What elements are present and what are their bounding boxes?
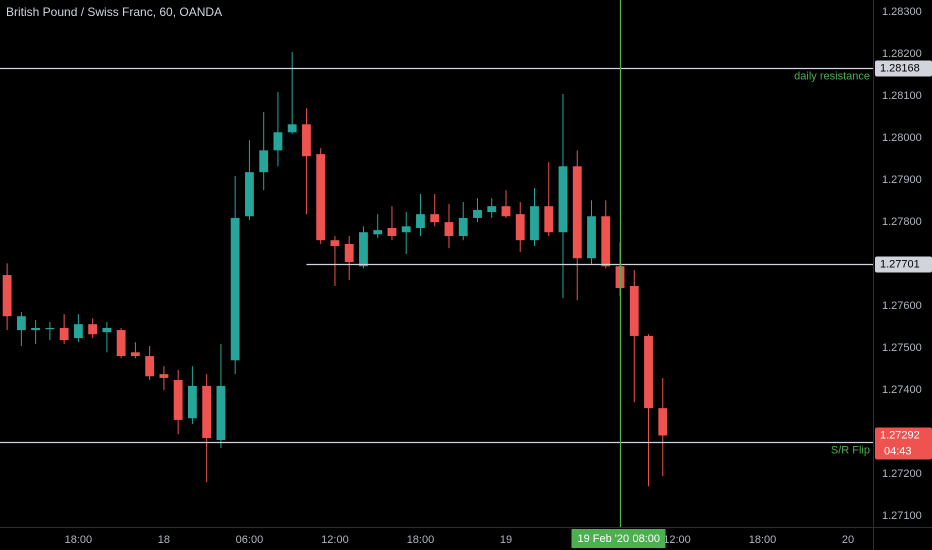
- chart-title: British Pound / Swiss Franc, 60, OANDA: [6, 5, 222, 19]
- candle-body: [430, 214, 440, 223]
- price-label-box: [875, 60, 932, 77]
- last-price-label: 1.27292: [880, 429, 920, 441]
- y-tick-label: 1.27800: [882, 216, 922, 228]
- candle-body: [130, 352, 140, 357]
- candle-body: [2, 275, 12, 317]
- y-tick-label: 1.28100: [882, 90, 922, 102]
- y-tick-label: 1.27500: [882, 342, 922, 354]
- countdown: 04:43: [884, 445, 912, 457]
- crosshair-time: 08:00: [633, 533, 661, 545]
- crosshair-label-box: [571, 529, 666, 548]
- candle-body: [216, 385, 226, 441]
- candle-body: [572, 166, 582, 259]
- y-tick-label: 1.28200: [882, 48, 922, 60]
- candle-body: [401, 226, 411, 233]
- crosshair-date: 19 Feb '20: [578, 533, 630, 545]
- y-tick-label: 1.28000: [882, 132, 922, 144]
- candle-body: [530, 206, 539, 241]
- candle-body: [487, 206, 497, 213]
- y-tick-label: 1.27200: [882, 468, 922, 480]
- candle-body: [230, 217, 240, 361]
- candle-body: [259, 150, 269, 173]
- candle-body: [59, 327, 69, 341]
- candle-body: [515, 214, 525, 241]
- candle-body: [458, 217, 468, 236]
- x-tick-label: 19: [500, 534, 512, 546]
- candle-body: [344, 243, 354, 263]
- annotation: daily resistance: [794, 70, 870, 82]
- candle-body: [273, 132, 283, 151]
- y-tick-label: 1.28300: [882, 6, 922, 18]
- price-label: 1.28168: [880, 62, 920, 74]
- candle-body: [359, 232, 368, 267]
- candle-body: [145, 356, 155, 377]
- candle-body: [16, 316, 26, 331]
- candle-body: [387, 228, 397, 236]
- candle-body: [658, 408, 668, 436]
- candle-body: [187, 385, 197, 419]
- y-tick-label: 1.27100: [882, 510, 922, 522]
- annotation: S/R Flip: [831, 444, 870, 456]
- x-tick-label: 20: [842, 534, 854, 546]
- x-tick-label: 18: [158, 534, 170, 546]
- candle-body: [159, 374, 169, 378]
- candle-body: [629, 285, 639, 336]
- candle-body: [330, 240, 340, 247]
- candle-body: [416, 214, 425, 229]
- x-tick-label: 06:00: [236, 534, 264, 546]
- candle-body: [587, 216, 596, 259]
- y-tick-label: 1.27600: [882, 300, 922, 312]
- candle-body: [116, 330, 126, 357]
- y-tick-label: 1.27400: [882, 384, 922, 396]
- x-tick-label: 18:00: [65, 534, 93, 546]
- candle-body: [88, 324, 98, 335]
- candle-body: [316, 154, 326, 241]
- last-price-box: [875, 427, 932, 460]
- price-label: 1.27701: [880, 258, 920, 270]
- candle-body: [287, 124, 297, 133]
- candle-body: [73, 324, 83, 339]
- candle-body: [31, 327, 41, 331]
- y-tick-label: 1.27900: [882, 174, 922, 186]
- candle-body: [373, 230, 383, 235]
- x-tick-label: 12:00: [663, 534, 691, 546]
- price-label-box: [875, 256, 932, 273]
- x-tick-label: 12:00: [321, 534, 349, 546]
- candle-body: [601, 216, 611, 267]
- candle-body: [558, 166, 568, 233]
- x-tick-label: 18:00: [749, 534, 777, 546]
- candle-body: [245, 172, 254, 217]
- candle-body: [501, 206, 511, 217]
- candle-body: [444, 222, 454, 236]
- candle-body: [473, 209, 482, 218]
- candle-body: [644, 335, 653, 409]
- candle-body: [202, 385, 212, 438]
- candle-body: [102, 327, 112, 333]
- candle-body: [45, 327, 55, 330]
- candle-body: [302, 124, 311, 157]
- candle-body: [544, 206, 554, 233]
- x-tick-label: 18:00: [407, 534, 435, 546]
- candle-body: [173, 380, 183, 420]
